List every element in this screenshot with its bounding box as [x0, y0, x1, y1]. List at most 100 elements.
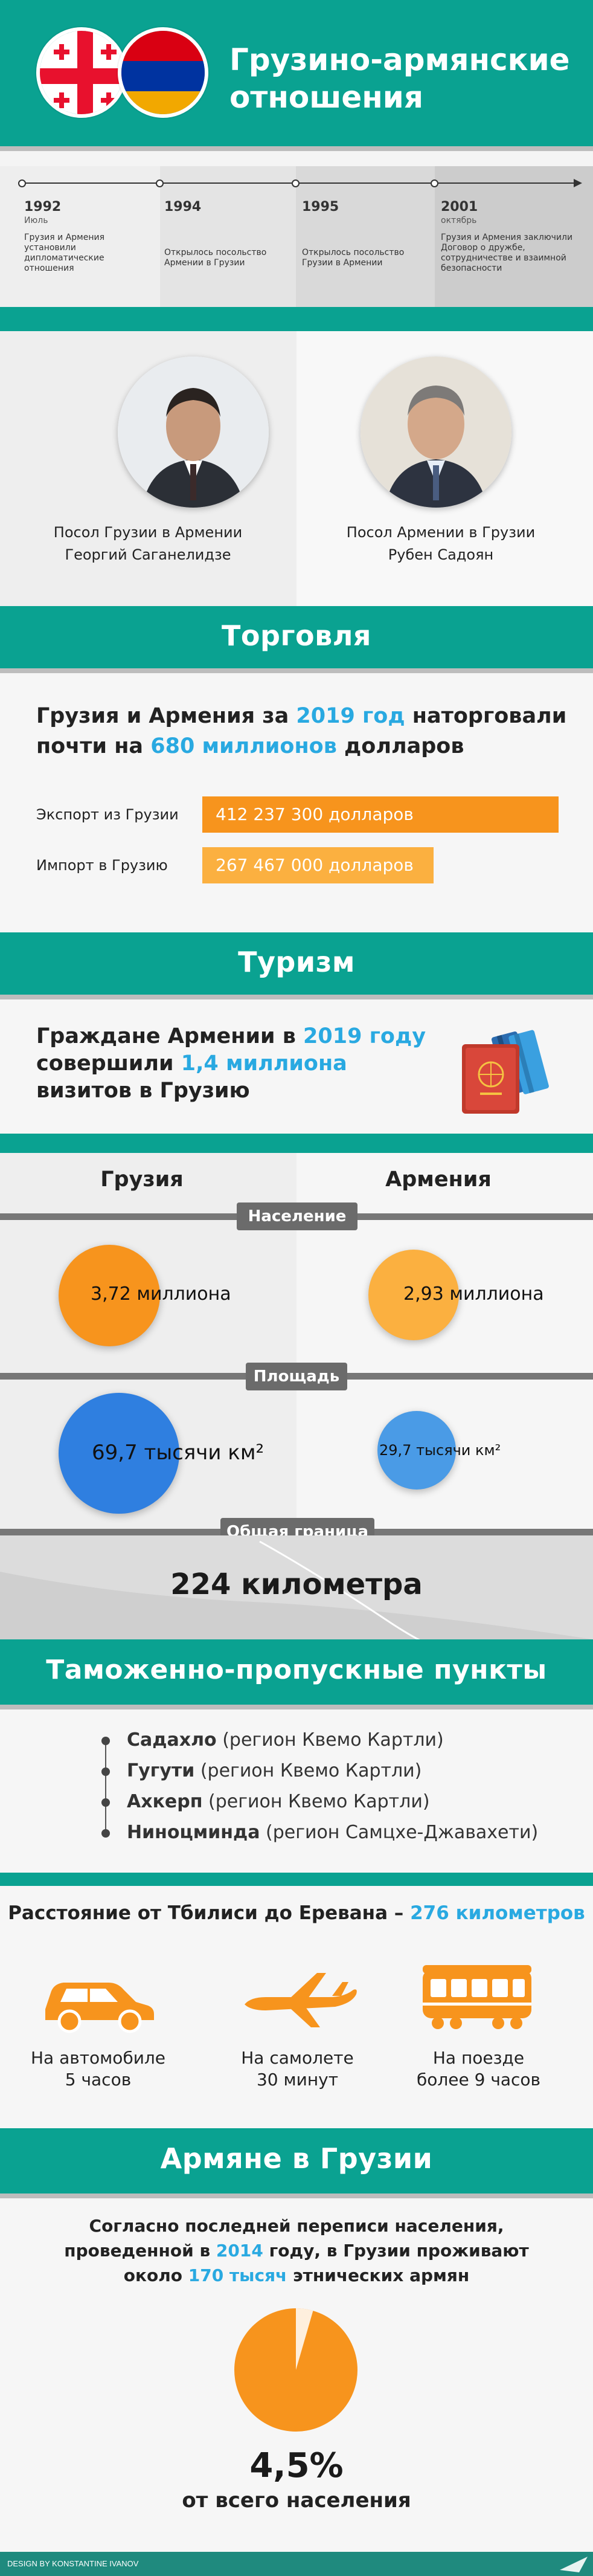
tourism-text-part: совершили — [36, 1051, 181, 1076]
armenia-population-circle — [368, 1250, 459, 1340]
page-title-line-1: Грузино-армянские — [229, 42, 570, 77]
ambassador-georgia-role: Посол Грузии в Армении — [53, 524, 243, 541]
train-caption-line-1: На поезде — [432, 2048, 525, 2068]
trade-text: наторговали — [405, 704, 567, 728]
timeline-year: 1994 — [164, 199, 202, 215]
trade-text: Грузия и Армения за — [36, 704, 296, 728]
armenians-text-part: году, в Грузии проживают — [263, 2241, 529, 2261]
export-value: 412 237 300 долларов — [216, 804, 414, 824]
customs-point-region: (регион Самцхе-Джавахети) — [260, 1822, 539, 1843]
distance-divider — [0, 1873, 593, 1886]
tourism-text: Граждане Армении в 2019 году совершили 1… — [36, 1023, 426, 1105]
compare-armenia-label: Армения — [385, 1167, 492, 1192]
customs-point: Ниноцминда (регион Самцхе-Джавахети) — [127, 1822, 538, 1843]
timeline-month: Июль — [24, 216, 48, 225]
trade-title: Торговля — [222, 619, 371, 652]
timeline-dot — [292, 179, 300, 187]
armenians-percent: 4,5% — [249, 2446, 344, 2485]
armenians-pie-chart — [229, 2303, 362, 2436]
ambassador-armenia-role: Посол Армении в Грузии — [346, 524, 536, 541]
train-caption-line-2: более 9 часов — [416, 2070, 541, 2090]
page-title-line-2: отношения — [229, 80, 423, 115]
ambassador-armenia-photo — [361, 357, 511, 508]
passport-tickets-icon — [444, 1020, 553, 1117]
tourism-line-3: визитов в Грузию — [36, 1079, 250, 1103]
tourism-stripe — [0, 995, 593, 999]
customs-bullet-icon — [101, 1767, 110, 1776]
trade-year: 2019 год — [296, 704, 405, 728]
distance-value: 276 километров — [410, 1902, 585, 1924]
section-divider — [0, 307, 593, 331]
armenians-text-part: этнических армян — [287, 2265, 470, 2285]
timeline-text: Грузия и Армения установили дипломатичес… — [24, 233, 104, 273]
armenians-title: Армяне в Грузии — [160, 2142, 433, 2175]
customs-point-region: (регион Квемо Картли) — [194, 1760, 422, 1781]
customs-bullet-icon — [101, 1829, 110, 1838]
timeline-item-1992: 1992 Июль Грузия и Армения установили ди… — [24, 166, 154, 302]
header-stripe — [0, 146, 593, 151]
car-icon — [36, 1967, 157, 2033]
train-icon — [414, 1958, 540, 2036]
armenians-count: 170 тысяч — [188, 2265, 287, 2285]
tourism-line-1: Граждане Армении в 2019 году — [36, 1023, 426, 1050]
trade-headline: Грузия и Армения за 2019 год наторговали… — [36, 701, 566, 761]
import-bar: 267 467 000 долларов — [202, 847, 434, 883]
pie-slice-armenians — [296, 2308, 313, 2370]
customs-stripe — [0, 1705, 593, 1709]
car-caption: На автомобиле 5 часов — [18, 2047, 178, 2091]
compare-divider — [0, 1134, 593, 1153]
timeline-year: 1995 — [302, 199, 339, 215]
distance-text: Расстояние от Тбилиси до Еревана – — [8, 1902, 411, 1924]
ambassador-georgia-caption: Посол Грузии в Армении Георгий Саганелид… — [24, 521, 272, 566]
customs-banner — [0, 1639, 593, 1705]
armenians-text: Согласно последней переписи населения, п… — [0, 2213, 593, 2288]
tourism-title: Туризм — [238, 946, 355, 978]
trade-stripe — [0, 668, 593, 673]
trade-text: долларов — [336, 734, 464, 758]
ambassador-georgia-photo — [118, 357, 269, 508]
customs-point-region: (регион Квемо Картли) — [216, 1729, 444, 1751]
customs-bg — [0, 1709, 593, 1873]
customs-point-name: Садахло — [127, 1729, 217, 1751]
trade-total: 680 миллионов — [150, 734, 337, 758]
customs-point-name: Ахкерп — [127, 1791, 203, 1812]
trade-headline-line-1: Грузия и Армения за 2019 год наторговали — [36, 701, 566, 731]
tourism-year: 2019 году — [303, 1024, 426, 1048]
georgia-area-value: 69,7 тысячи км² — [92, 1441, 264, 1465]
population-label: Население — [237, 1202, 357, 1230]
customs-point-region: (регион Квемо Картли) — [202, 1791, 430, 1812]
plane-caption: На самолете 30 минут — [217, 2047, 377, 2091]
customs-title: Таможенно-пропускные пункты — [46, 1654, 547, 1685]
border-value: 224 километра — [170, 1567, 423, 1601]
plane-caption-line-1: На самолете — [241, 2048, 354, 2068]
customs-point-name: Гугути — [127, 1760, 195, 1781]
area-label: Площадь — [246, 1363, 347, 1390]
customs-point: Гугути (регион Квемо Картли) — [127, 1760, 422, 1781]
georgia-area-circle — [59, 1393, 179, 1514]
ambassador-armenia-name: Рубен Садоян — [388, 546, 494, 563]
timeline-text: Открылось посольство Армении в Грузии — [164, 248, 267, 268]
armenia-area-value: 29,7 тысячи км² — [379, 1442, 501, 1459]
timeline-dot — [431, 179, 438, 187]
car-caption-line-1: На автомобиле — [30, 2048, 166, 2068]
customs-bullet-icon — [101, 1737, 110, 1745]
page-title: Грузино-армянские отношения — [229, 41, 570, 116]
plane-caption-line-2: 30 минут — [256, 2070, 339, 2090]
georgia-population-value: 3,72 миллиона — [91, 1283, 231, 1305]
armenia-area-circle — [377, 1411, 456, 1490]
armenians-text-part: около — [123, 2265, 188, 2285]
customs-point: Ахкерп (регион Квемо Картли) — [127, 1791, 430, 1812]
export-bar: 412 237 300 долларов — [202, 796, 559, 833]
distance-headline: Расстояние от Тбилиси до Еревана – 276 к… — [0, 1902, 593, 1924]
timeline-year: 2001 — [441, 199, 478, 215]
armenians-percent-caption: от всего населения — [182, 2488, 411, 2513]
tourism-line-2: совершили 1,4 миллиона — [36, 1050, 426, 1077]
customs-bullet-icon — [101, 1798, 110, 1807]
armenia-flag-icon — [118, 27, 208, 118]
export-label: Экспорт из Грузии — [36, 806, 179, 823]
ambassador-armenia-caption: Посол Армении в Грузии Рубен Садоян — [314, 521, 568, 566]
customs-line — [105, 1740, 106, 1832]
timeline-text: Грузия и Армения заключили Договор о дру… — [441, 233, 573, 273]
timeline-dot — [18, 179, 26, 187]
georgia-flag-icon — [36, 27, 127, 118]
